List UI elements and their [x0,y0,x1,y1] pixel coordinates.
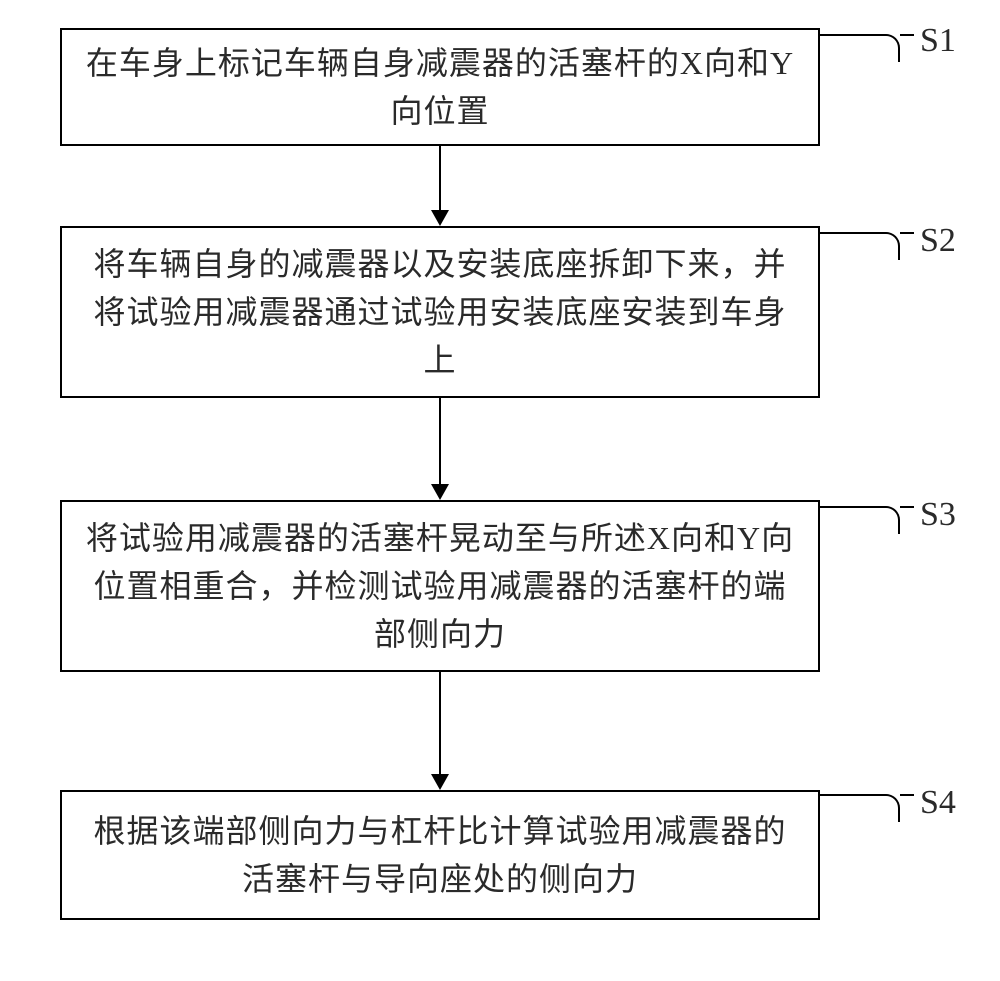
step-label-s2: S2 [920,222,956,260]
arrow-s3-s4 [439,672,441,774]
callout-s4 [820,794,900,822]
arrow-s2-s3 [439,398,441,484]
step-text-s4: 根据该端部侧向力与杠杆比计算试验用减震器的活塞杆与导向座处的侧向力 [78,807,802,903]
step-text-s2: 将车辆自身的减震器以及安装底座拆卸下来，并将试验用减震器通过试验用安装底座安装到… [78,240,802,384]
arrow-head-s2-s3 [431,484,449,500]
step-label-s4: S4 [920,784,956,822]
callout-tail-s3 [900,506,914,508]
callout-s2 [820,232,900,260]
callout-tail-s2 [900,232,914,234]
step-box-s1: 在车身上标记车辆自身减震器的活塞杆的X向和Y向位置 [60,28,820,146]
step-label-s3: S3 [920,496,956,534]
callout-tail-s4 [900,794,914,796]
step-box-s4: 根据该端部侧向力与杠杆比计算试验用减震器的活塞杆与导向座处的侧向力 [60,790,820,920]
step-text-s1: 在车身上标记车辆自身减震器的活塞杆的X向和Y向位置 [78,39,802,135]
step-box-s3: 将试验用减震器的活塞杆晃动至与所述X向和Y向位置相重合，并检测试验用减震器的活塞… [60,500,820,672]
step-text-s3: 将试验用减震器的活塞杆晃动至与所述X向和Y向位置相重合，并检测试验用减震器的活塞… [78,514,802,658]
step-label-s1: S1 [920,22,956,60]
callout-tail-s1 [900,34,914,36]
callout-s1 [820,34,900,62]
arrow-s1-s2 [439,146,441,210]
flowchart-canvas: 在车身上标记车辆自身减震器的活塞杆的X向和Y向位置 S1 将车辆自身的减震器以及… [0,0,1000,981]
arrow-head-s1-s2 [431,210,449,226]
callout-s3 [820,506,900,534]
step-box-s2: 将车辆自身的减震器以及安装底座拆卸下来，并将试验用减震器通过试验用安装底座安装到… [60,226,820,398]
arrow-head-s3-s4 [431,774,449,790]
